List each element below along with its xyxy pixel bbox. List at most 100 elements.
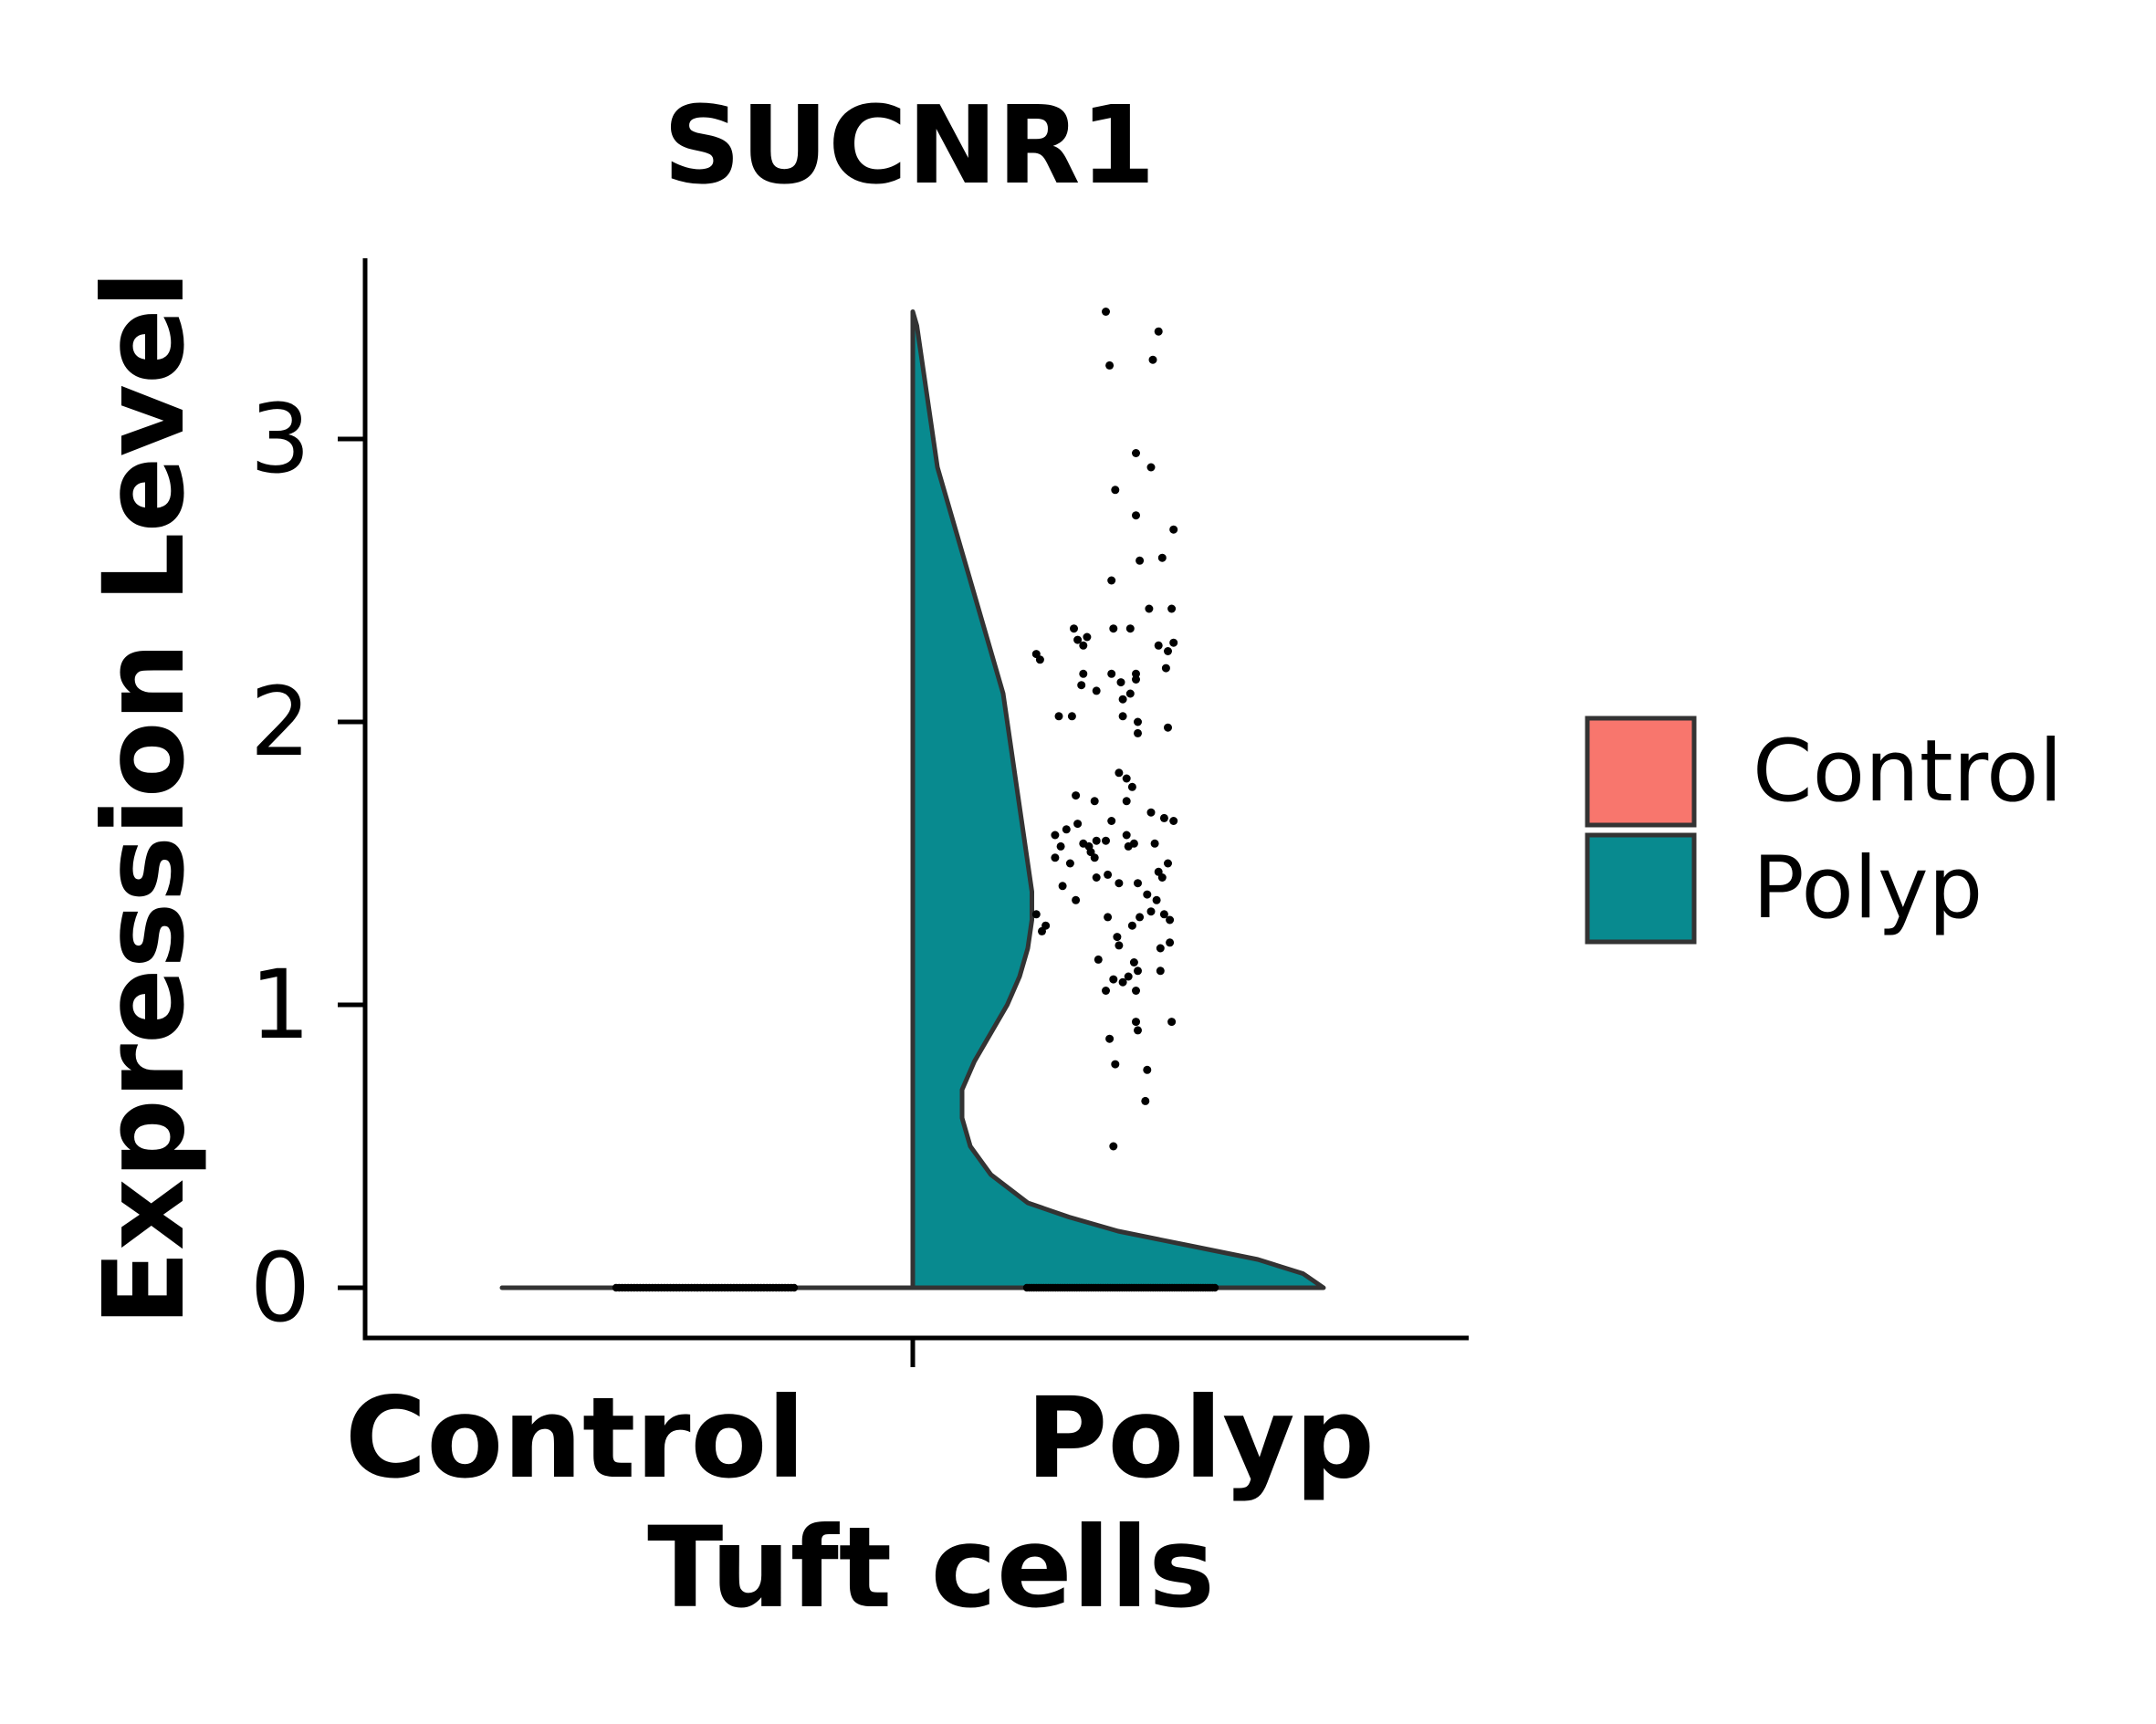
data-point bbox=[1124, 972, 1133, 981]
data-point bbox=[1065, 859, 1074, 868]
data-point bbox=[1136, 913, 1145, 922]
data-point bbox=[1169, 525, 1178, 534]
data-point bbox=[1115, 941, 1124, 950]
y-tick-layer: 0 1 2 3 bbox=[250, 383, 365, 1343]
data-point bbox=[1058, 882, 1067, 891]
data-point bbox=[1062, 825, 1071, 834]
data-point bbox=[1159, 813, 1168, 822]
data-point bbox=[1161, 663, 1170, 673]
data-point bbox=[1070, 624, 1078, 633]
data-point bbox=[1129, 958, 1138, 966]
data-point bbox=[1116, 678, 1125, 687]
x-tick-layer: Control Polyp bbox=[345, 1338, 1375, 1503]
data-point bbox=[1107, 669, 1116, 678]
point-layer bbox=[612, 308, 1219, 1292]
legend-label-control: Control bbox=[1753, 722, 2063, 821]
data-point bbox=[1079, 641, 1088, 650]
data-point bbox=[1154, 327, 1163, 336]
data-point bbox=[790, 1283, 799, 1292]
legend-label-polyp: Polyp bbox=[1753, 839, 1983, 938]
data-point bbox=[1118, 712, 1127, 721]
data-point bbox=[1092, 836, 1101, 845]
x-tick-label-control: Control bbox=[345, 1374, 805, 1503]
data-point bbox=[1134, 1026, 1142, 1035]
data-point bbox=[1167, 604, 1177, 613]
data-point bbox=[1132, 987, 1140, 995]
y-tick-label: 1 bbox=[250, 949, 310, 1061]
y-tick-label: 2 bbox=[250, 666, 310, 778]
violin-layer bbox=[499, 309, 1326, 1290]
data-point bbox=[1146, 463, 1156, 472]
data-point bbox=[1152, 895, 1161, 904]
data-point bbox=[1127, 921, 1136, 930]
data-point bbox=[1111, 1060, 1120, 1069]
data-point bbox=[1122, 774, 1131, 783]
data-point bbox=[1134, 717, 1142, 726]
data-point bbox=[1035, 655, 1044, 664]
data-point bbox=[1146, 907, 1156, 916]
data-point bbox=[1073, 820, 1083, 829]
data-point bbox=[1156, 966, 1165, 976]
data-point bbox=[1150, 839, 1159, 848]
data-point bbox=[1104, 870, 1113, 879]
data-point bbox=[1109, 1142, 1118, 1151]
data-point bbox=[1056, 841, 1065, 851]
data-point bbox=[1118, 977, 1127, 987]
data-point bbox=[1111, 486, 1120, 495]
data-point bbox=[1154, 641, 1163, 650]
data-point bbox=[1104, 913, 1113, 922]
data-point bbox=[1051, 853, 1060, 862]
data-point bbox=[1031, 910, 1041, 919]
data-point bbox=[1083, 632, 1092, 642]
data-point bbox=[1115, 768, 1124, 778]
data-point bbox=[1105, 360, 1115, 370]
data-point bbox=[1141, 1096, 1150, 1105]
data-point bbox=[1109, 624, 1118, 633]
data-point bbox=[1127, 782, 1136, 791]
data-point bbox=[1072, 791, 1081, 800]
legend: Control Polyp bbox=[1585, 716, 2063, 945]
data-point bbox=[1118, 695, 1127, 704]
data-point bbox=[1122, 797, 1131, 806]
data-point bbox=[1054, 712, 1063, 721]
data-point bbox=[1166, 915, 1175, 925]
data-point bbox=[1107, 576, 1116, 585]
chart-title: SUCNR1 bbox=[663, 82, 1155, 208]
data-point bbox=[1169, 638, 1178, 647]
data-point bbox=[1115, 879, 1124, 888]
data-point bbox=[1136, 556, 1145, 565]
data-point bbox=[1154, 867, 1163, 876]
data-point bbox=[1125, 624, 1135, 633]
data-point bbox=[1102, 308, 1110, 316]
data-point bbox=[1072, 895, 1081, 904]
data-point bbox=[1079, 669, 1088, 678]
data-point bbox=[1113, 933, 1122, 942]
data-point bbox=[1109, 975, 1118, 984]
data-point bbox=[1122, 831, 1131, 840]
data-point bbox=[1210, 1283, 1219, 1292]
data-point bbox=[1164, 723, 1172, 732]
data-point bbox=[1092, 686, 1101, 695]
data-point bbox=[1143, 1065, 1152, 1074]
y-tick-label: 0 bbox=[250, 1232, 310, 1343]
y-axis-label: Expression Level bbox=[79, 270, 209, 1326]
data-point bbox=[1166, 938, 1175, 947]
data-point bbox=[1102, 987, 1110, 995]
data-point bbox=[1164, 647, 1172, 655]
data-point bbox=[1143, 890, 1152, 899]
x-tick-label-polyp: Polyp bbox=[1026, 1374, 1375, 1503]
data-point bbox=[1102, 836, 1110, 845]
y-tick-label: 3 bbox=[250, 383, 310, 495]
data-point bbox=[1090, 853, 1099, 862]
data-point bbox=[1146, 808, 1156, 817]
data-point bbox=[1067, 712, 1076, 721]
data-point bbox=[1038, 926, 1046, 935]
data-point bbox=[1132, 511, 1140, 520]
data-point bbox=[1134, 966, 1142, 976]
data-point bbox=[1167, 1018, 1177, 1027]
data-point bbox=[1105, 1034, 1115, 1043]
data-point bbox=[1129, 839, 1138, 848]
data-point bbox=[1159, 910, 1168, 919]
data-point bbox=[1132, 449, 1140, 457]
legend-swatch-control bbox=[1585, 716, 1697, 828]
